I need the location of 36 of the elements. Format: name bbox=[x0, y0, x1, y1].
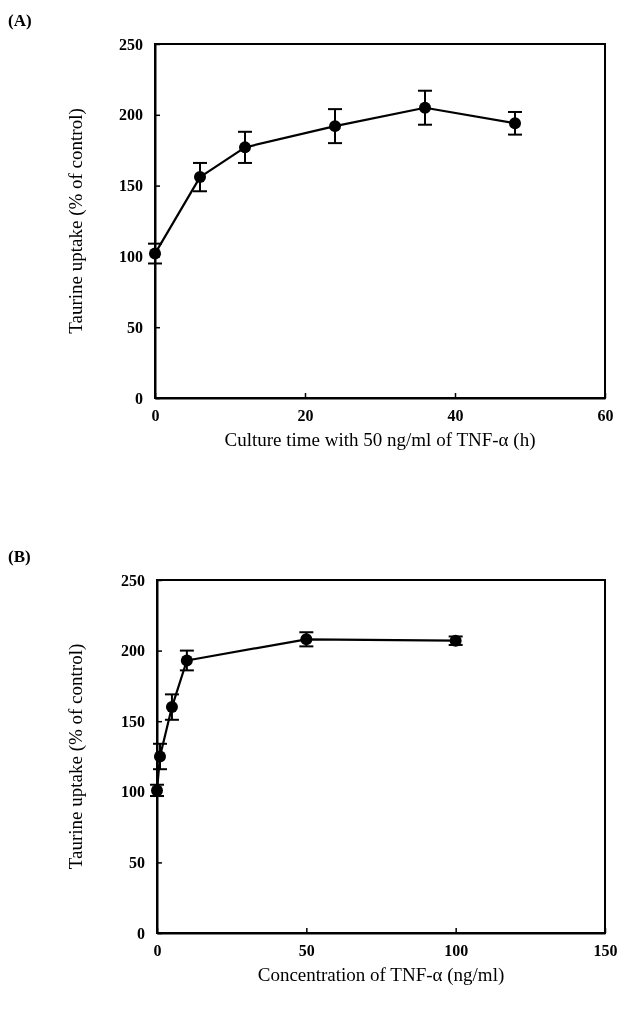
x-tick-label: 40 bbox=[447, 407, 464, 425]
y-tick-label: 200 bbox=[119, 106, 143, 124]
point bbox=[149, 247, 161, 260]
x-tick-label: 0 bbox=[151, 407, 160, 425]
y-tick-label: 50 bbox=[129, 854, 145, 872]
y-tick-label: 200 bbox=[121, 642, 145, 660]
y-tick-label: 100 bbox=[121, 783, 145, 801]
y-tick-label: 150 bbox=[121, 712, 145, 730]
x-tick-label: 100 bbox=[444, 942, 469, 960]
x-tick-label: 50 bbox=[298, 942, 315, 960]
x-axis-title: Culture time with 50 ng/ml of TNF-α (h) bbox=[224, 429, 536, 451]
y-tick-label: 250 bbox=[119, 35, 143, 53]
point bbox=[239, 141, 251, 154]
point bbox=[165, 701, 178, 714]
y-axis-title: Taurine uptake (% of control) bbox=[65, 108, 87, 334]
x-tick-label: 20 bbox=[297, 407, 314, 425]
point bbox=[153, 750, 166, 763]
x-tick-label: 0 bbox=[153, 942, 162, 960]
text: (B) bbox=[8, 547, 31, 566]
y-tick-label: 0 bbox=[135, 389, 143, 407]
chart-title: (A) bbox=[8, 11, 32, 30]
y-tick-label: 250 bbox=[121, 571, 145, 589]
point bbox=[419, 101, 431, 114]
x-tick-label: 60 bbox=[597, 407, 614, 425]
point bbox=[329, 120, 341, 133]
y-axis-title: Taurine uptake (% of control) bbox=[65, 643, 87, 870]
y-tick-label: 100 bbox=[119, 248, 143, 266]
y-tick-label: 50 bbox=[127, 318, 143, 336]
point bbox=[194, 171, 206, 184]
x-tick-label: 150 bbox=[593, 942, 618, 960]
point bbox=[509, 117, 521, 130]
point bbox=[180, 654, 193, 667]
x-axis-title: Concentration of TNF-α (ng/ml) bbox=[257, 964, 505, 986]
y-tick-label: 150 bbox=[119, 177, 143, 195]
y-tick-label: 0 bbox=[137, 924, 145, 942]
point bbox=[151, 784, 163, 797]
